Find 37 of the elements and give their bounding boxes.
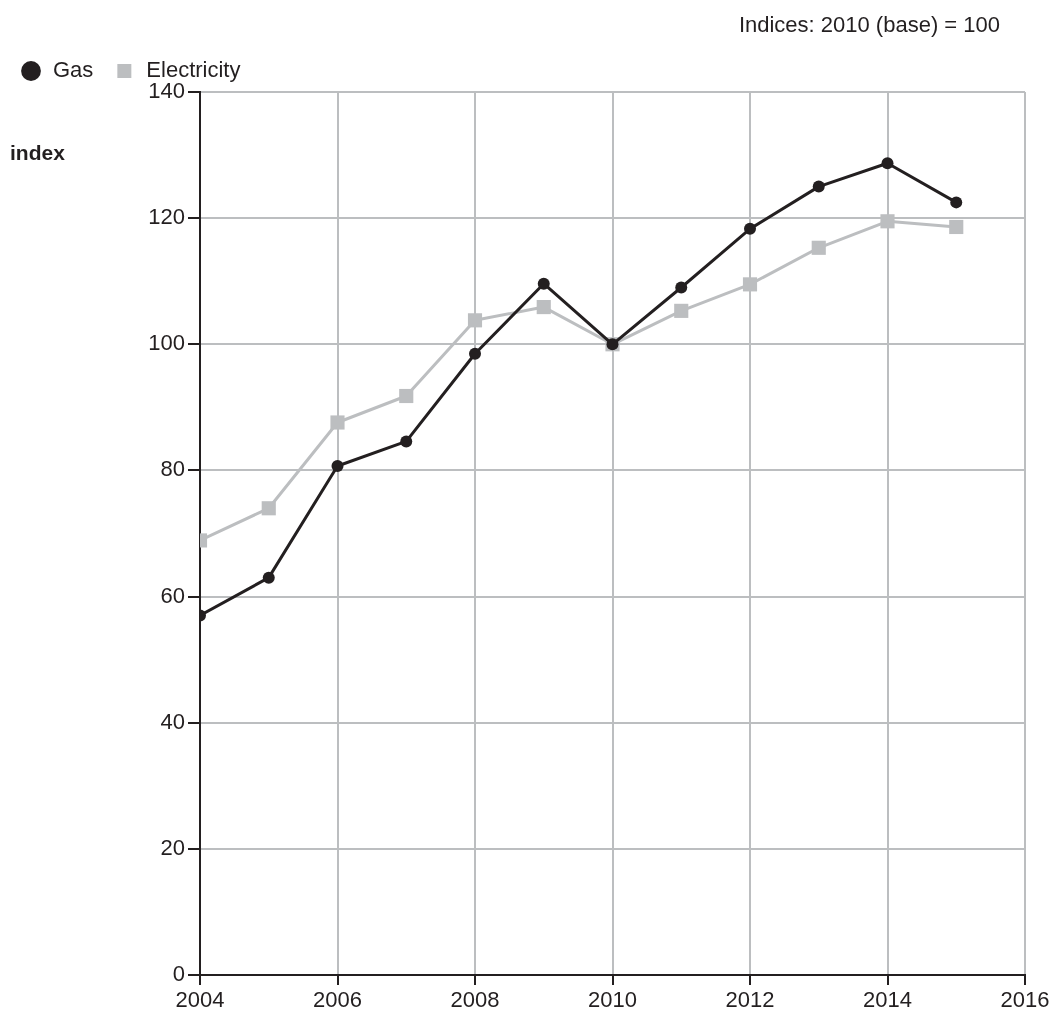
y-tick-label: 0	[172, 961, 185, 987]
point	[330, 415, 345, 430]
point	[469, 347, 481, 360]
y-tick-label: 20	[160, 834, 185, 860]
point	[881, 157, 894, 170]
x-tick-label: 2012	[725, 987, 775, 1013]
y-tick-label: 100	[148, 330, 185, 356]
point	[537, 277, 550, 290]
x-tick-label: 2006	[313, 987, 362, 1013]
x-tick-label: 2010	[588, 987, 637, 1013]
point	[744, 222, 756, 235]
point	[400, 435, 413, 448]
x-tick-label: 2016	[1000, 987, 1050, 1013]
x-tick-label: 2008	[450, 987, 500, 1013]
point	[950, 196, 963, 209]
point	[262, 571, 275, 584]
point	[467, 313, 483, 328]
point	[536, 300, 551, 315]
y-axis-title: index	[10, 140, 66, 164]
x-tick-label: 2014	[863, 987, 912, 1013]
point	[811, 240, 826, 255]
point	[399, 388, 414, 404]
point	[812, 180, 825, 193]
y-tick-label: 120	[148, 204, 185, 230]
legend-label: Gas	[53, 57, 94, 83]
point	[742, 277, 758, 292]
text: Indices: 2010 (base) = 100	[738, 12, 1000, 38]
y-tick-label: 80	[160, 456, 185, 482]
point	[880, 214, 895, 229]
point	[331, 460, 344, 473]
x-tick-label: 2004	[175, 987, 225, 1013]
point	[675, 281, 688, 294]
y-tick-label: 60	[160, 582, 185, 608]
point	[261, 501, 276, 516]
y-tick-label: 40	[160, 708, 185, 734]
point	[674, 303, 689, 318]
point	[949, 219, 964, 235]
